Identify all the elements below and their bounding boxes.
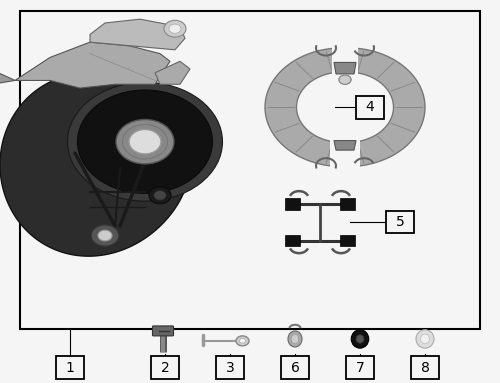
Ellipse shape <box>356 335 364 343</box>
Polygon shape <box>0 73 190 256</box>
Circle shape <box>164 20 186 37</box>
FancyBboxPatch shape <box>386 211 414 233</box>
FancyBboxPatch shape <box>216 356 244 379</box>
FancyBboxPatch shape <box>285 235 300 246</box>
Text: 5: 5 <box>396 215 404 229</box>
Polygon shape <box>155 61 190 84</box>
Polygon shape <box>334 141 356 150</box>
Ellipse shape <box>291 334 299 344</box>
Polygon shape <box>90 19 185 50</box>
Text: 7: 7 <box>356 361 364 375</box>
Text: 8: 8 <box>420 361 430 375</box>
Circle shape <box>129 129 161 154</box>
Circle shape <box>236 336 249 346</box>
Text: 4: 4 <box>366 100 374 114</box>
Text: 3: 3 <box>226 361 234 375</box>
FancyBboxPatch shape <box>56 356 84 379</box>
FancyBboxPatch shape <box>340 198 355 210</box>
Circle shape <box>78 90 212 193</box>
Ellipse shape <box>416 330 434 348</box>
Circle shape <box>98 230 112 241</box>
Circle shape <box>240 339 246 343</box>
Ellipse shape <box>420 334 430 344</box>
Ellipse shape <box>288 331 302 347</box>
Polygon shape <box>330 139 360 170</box>
FancyBboxPatch shape <box>281 356 309 379</box>
Ellipse shape <box>351 330 369 348</box>
Bar <box>20 11 480 329</box>
Circle shape <box>339 75 351 84</box>
FancyBboxPatch shape <box>151 356 179 379</box>
Circle shape <box>169 24 181 33</box>
Text: 1: 1 <box>66 361 74 375</box>
Polygon shape <box>265 48 337 166</box>
Text: 2: 2 <box>160 361 170 375</box>
Circle shape <box>339 75 351 84</box>
FancyBboxPatch shape <box>285 198 300 210</box>
Circle shape <box>116 119 174 164</box>
Polygon shape <box>334 62 356 74</box>
Text: 6: 6 <box>290 361 300 375</box>
FancyBboxPatch shape <box>356 96 384 119</box>
Polygon shape <box>332 44 357 76</box>
Polygon shape <box>15 42 170 88</box>
Polygon shape <box>0 57 15 88</box>
FancyBboxPatch shape <box>152 326 174 336</box>
FancyBboxPatch shape <box>411 356 439 379</box>
FancyBboxPatch shape <box>346 356 374 379</box>
Circle shape <box>154 191 166 200</box>
Circle shape <box>68 82 222 201</box>
Circle shape <box>149 187 171 204</box>
Polygon shape <box>353 48 425 166</box>
FancyBboxPatch shape <box>340 235 355 246</box>
Circle shape <box>91 225 119 246</box>
